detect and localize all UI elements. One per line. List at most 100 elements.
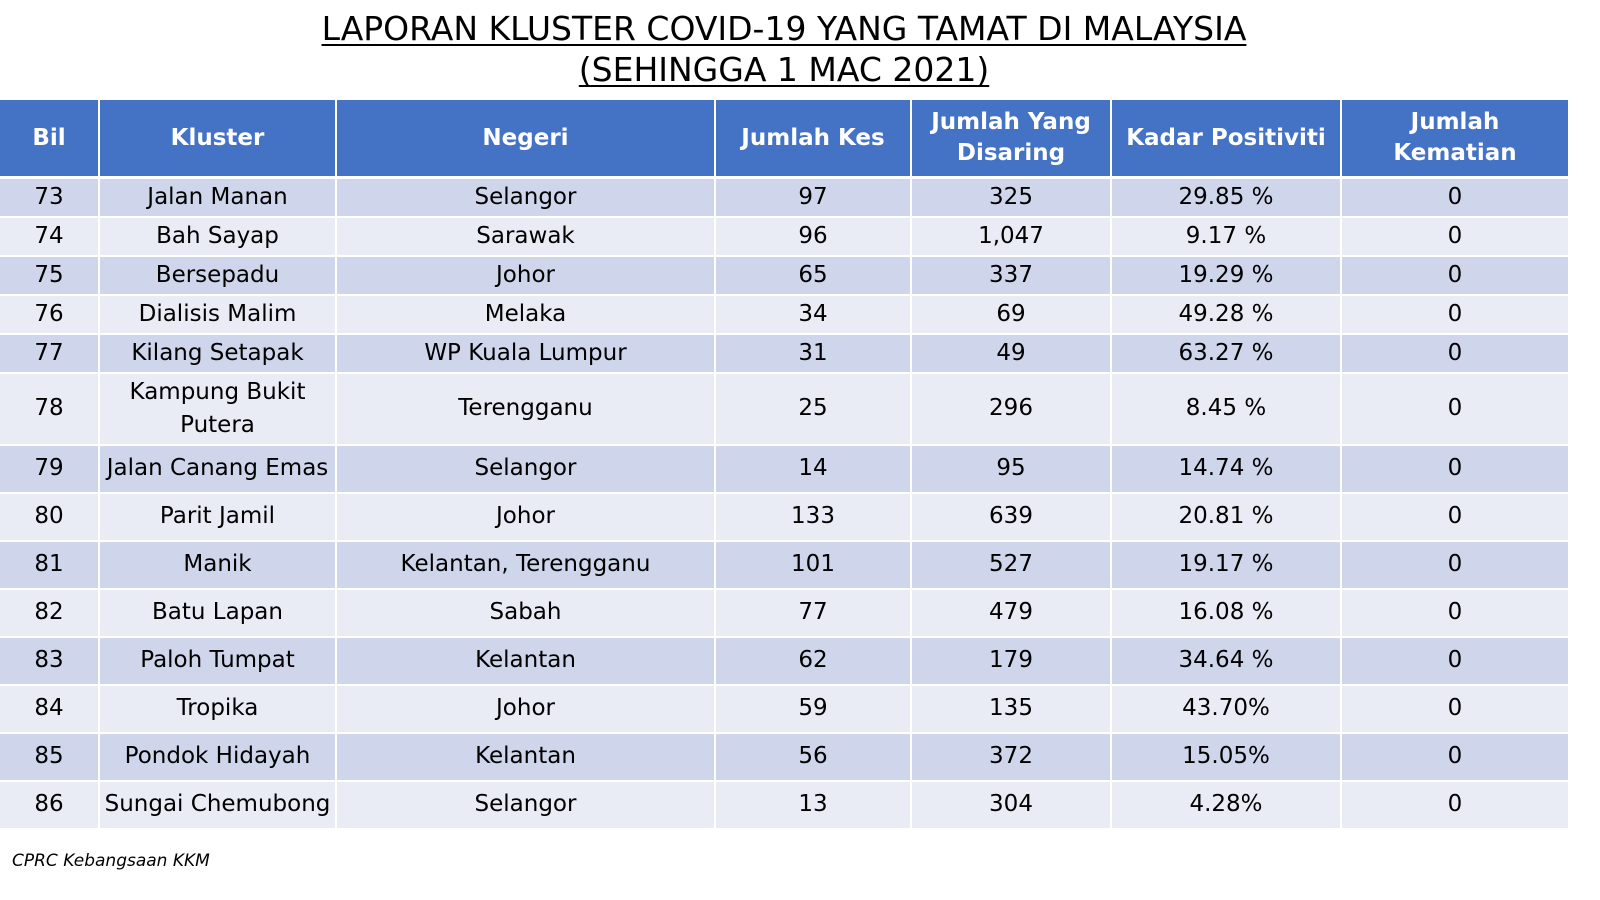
cell-negeri: WP Kuala Lumpur xyxy=(336,333,716,374)
header-jumlah-kematian: Jumlah Kematian xyxy=(1341,100,1568,179)
cluster-table: Bil Kluster Negeri Jumlah Kes Jumlah Yan… xyxy=(0,100,1568,830)
cell-kadar-positiviti: 29.85 % xyxy=(1111,177,1342,218)
cell-negeri: Johor xyxy=(336,255,716,296)
cell-negeri: Kelantan, Terengganu xyxy=(336,540,716,590)
cell-bil: 73 xyxy=(0,177,100,218)
cell-jumlah-kematian: 0 xyxy=(1341,372,1568,446)
cell-kluster: Parit Jamil xyxy=(99,492,337,542)
cell-kadar-positiviti: 8.45 % xyxy=(1111,372,1342,446)
table-row: 73 Jalan Manan Selangor 97 325 29.85 % 0 xyxy=(0,177,1568,218)
cell-kadar-positiviti: 43.70% xyxy=(1111,684,1342,734)
cell-jumlah-disaring: 135 xyxy=(911,684,1112,734)
cell-jumlah-disaring: 296 xyxy=(911,372,1112,446)
cell-jumlah-kematian: 0 xyxy=(1341,540,1568,590)
cell-kluster: Jalan Canang Emas xyxy=(99,444,337,494)
cell-kadar-positiviti: 49.28 % xyxy=(1111,294,1342,335)
table-row: 86 Sungai Chemubong Selangor 13 304 4.28% 0 xyxy=(0,780,1568,830)
table-row: 80 Parit Jamil Johor 133 639 20.81 % 0 xyxy=(0,492,1568,542)
cell-jumlah-kes: 133 xyxy=(715,492,912,542)
header-negeri: Negeri xyxy=(336,100,716,179)
cell-negeri: Terengganu xyxy=(336,372,716,446)
cell-kadar-positiviti: 19.17 % xyxy=(1111,540,1342,590)
cell-jumlah-kematian: 0 xyxy=(1341,588,1568,638)
cell-bil: 86 xyxy=(0,780,100,830)
cell-kluster: Tropika xyxy=(99,684,337,734)
cell-jumlah-disaring: 95 xyxy=(911,444,1112,494)
cell-kadar-positiviti: 15.05% xyxy=(1111,732,1342,782)
table-row: 79 Jalan Canang Emas Selangor 14 95 14.74 % 0 xyxy=(0,444,1568,494)
table-row: 81 Manik Kelantan, Terengganu 101 527 19.17 %… xyxy=(0,540,1568,590)
cell-bil: 81 xyxy=(0,540,100,590)
cell-jumlah-disaring: 1,047 xyxy=(911,216,1112,257)
cell-kadar-positiviti: 16.08 % xyxy=(1111,588,1342,638)
cell-kadar-positiviti: 19.29 % xyxy=(1111,255,1342,296)
table-row: 75 Bersepadu Johor 65 337 19.29 % 0 xyxy=(0,255,1568,296)
cell-jumlah-kes: 96 xyxy=(715,216,912,257)
cell-bil: 84 xyxy=(0,684,100,734)
cell-jumlah-disaring: 337 xyxy=(911,255,1112,296)
cell-jumlah-kes: 62 xyxy=(715,636,912,686)
cell-jumlah-disaring: 639 xyxy=(911,492,1112,542)
cell-jumlah-kematian: 0 xyxy=(1341,294,1568,335)
table-row: 84 Tropika Johor 59 135 43.70% 0 xyxy=(0,684,1568,734)
cell-jumlah-kes: 101 xyxy=(715,540,912,590)
cell-negeri: Melaka xyxy=(336,294,716,335)
cell-bil: 74 xyxy=(0,216,100,257)
cell-bil: 80 xyxy=(0,492,100,542)
cell-negeri: Kelantan xyxy=(336,636,716,686)
cell-negeri: Johor xyxy=(336,492,716,542)
cell-jumlah-kes: 97 xyxy=(715,177,912,218)
cell-negeri: Selangor xyxy=(336,780,716,830)
cell-negeri: Selangor xyxy=(336,177,716,218)
cell-kluster: Batu Lapan xyxy=(99,588,337,638)
cell-jumlah-kematian: 0 xyxy=(1341,177,1568,218)
cell-jumlah-disaring: 49 xyxy=(911,333,1112,374)
cell-jumlah-disaring: 325 xyxy=(911,177,1112,218)
cell-jumlah-kematian: 0 xyxy=(1341,636,1568,686)
header-kluster: Kluster xyxy=(99,100,337,179)
cell-kluster: Kilang Setapak xyxy=(99,333,337,374)
title-line-2: (SEHINGGA 1 MAC 2021) xyxy=(578,50,990,89)
cell-jumlah-kematian: 0 xyxy=(1341,444,1568,494)
cell-bil: 85 xyxy=(0,732,100,782)
cell-negeri: Kelantan xyxy=(336,732,716,782)
table-row: 74 Bah Sayap Sarawak 96 1,047 9.17 % 0 xyxy=(0,216,1568,257)
cell-jumlah-disaring: 372 xyxy=(911,732,1112,782)
cell-jumlah-disaring: 69 xyxy=(911,294,1112,335)
table-body: 73 Jalan Manan Selangor 97 325 29.85 % 0 74 Bah … xyxy=(0,177,1568,830)
cell-kadar-positiviti: 14.74 % xyxy=(1111,444,1342,494)
cell-jumlah-kes: 13 xyxy=(715,780,912,830)
cell-kadar-positiviti: 9.17 % xyxy=(1111,216,1342,257)
table-row: 76 Dialisis Malim Melaka 34 69 49.28 % 0 xyxy=(0,294,1568,335)
table-row: 82 Batu Lapan Sabah 77 479 16.08 % 0 xyxy=(0,588,1568,638)
cell-kluster: Kampung Bukit Putera xyxy=(99,372,337,446)
cell-bil: 78 xyxy=(0,372,100,446)
table-row: 77 Kilang Setapak WP Kuala Lumpur 31 49 63.27… xyxy=(0,333,1568,374)
cell-jumlah-kes: 25 xyxy=(715,372,912,446)
cell-jumlah-kes: 31 xyxy=(715,333,912,374)
cell-jumlah-disaring: 304 xyxy=(911,780,1112,830)
cell-bil: 79 xyxy=(0,444,100,494)
cell-jumlah-kematian: 0 xyxy=(1341,492,1568,542)
cell-kluster: Dialisis Malim xyxy=(99,294,337,335)
source-note: CPRC Kebangsaan KKM xyxy=(12,851,210,871)
cell-jumlah-disaring: 179 xyxy=(911,636,1112,686)
cell-negeri: Johor xyxy=(336,684,716,734)
cell-kluster: Pondok Hidayah xyxy=(99,732,337,782)
cell-bil: 82 xyxy=(0,588,100,638)
cell-kadar-positiviti: 4.28% xyxy=(1111,780,1342,830)
cell-negeri: Sabah xyxy=(336,588,716,638)
table-row: 83 Paloh Tumpat Kelantan 62 179 34.64 % 0 xyxy=(0,636,1568,686)
header-bil: Bil xyxy=(0,100,100,179)
table-row: 85 Pondok Hidayah Kelantan 56 372 15.05% 0 xyxy=(0,732,1568,782)
title-line-1: LAPORAN KLUSTER COVID-19 YANG TAMAT DI M… xyxy=(321,9,1247,48)
cell-jumlah-disaring: 527 xyxy=(911,540,1112,590)
cell-negeri: Sarawak xyxy=(336,216,716,257)
header-jumlah-disaring: Jumlah Yang Disaring xyxy=(911,100,1112,179)
table-header-row: Bil Kluster Negeri Jumlah Kes Jumlah Yan… xyxy=(0,100,1568,179)
header-jumlah-kes: Jumlah Kes xyxy=(715,100,912,179)
cell-bil: 75 xyxy=(0,255,100,296)
cell-jumlah-kematian: 0 xyxy=(1341,255,1568,296)
cell-jumlah-kes: 59 xyxy=(715,684,912,734)
